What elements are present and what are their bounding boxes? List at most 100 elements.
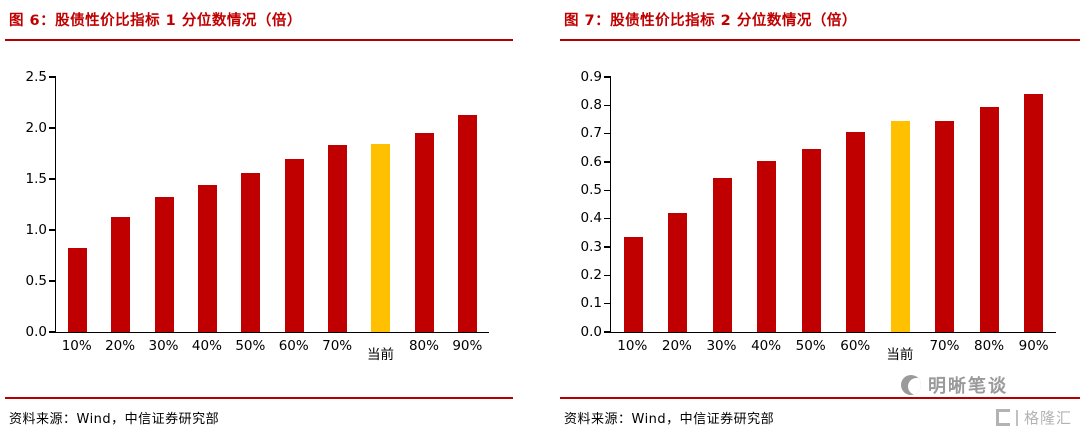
bar — [668, 213, 688, 332]
x-axis-label: 80% — [974, 338, 1005, 354]
bar-column — [1012, 77, 1057, 332]
x-axis-label: 40% — [751, 338, 782, 354]
y-axis: 0.0 0.1 0.2 0.3 0.4 0.5 0.6 0.7 0.8 0.9 — [566, 70, 610, 338]
bar — [198, 185, 218, 332]
panel-footer: 资料来源：Wind，中信证券研究部 — [560, 397, 1080, 440]
y-tick-label: 0.8 — [580, 96, 602, 113]
y-tick-label: 0.5 — [25, 272, 47, 289]
footer-divider — [5, 397, 513, 399]
y-tick-mark — [604, 217, 611, 220]
y-tick-mark — [604, 104, 611, 107]
bar — [801, 149, 821, 332]
watermark: 明晰笔谈 格隆汇 — [901, 372, 1072, 428]
x-axis-labels: 10% 20% 30% 40% 50% 60% 70% 当前 80% 90% — [55, 338, 489, 363]
bar-column — [878, 77, 923, 332]
y-tick-mark — [49, 127, 56, 129]
y-tick-mark — [604, 331, 611, 333]
y-tick-mark — [604, 274, 611, 277]
bar-column — [611, 77, 656, 332]
gelonghui-logo: 格隆汇 — [901, 407, 1072, 428]
bar — [327, 145, 347, 332]
title-divider — [560, 39, 1080, 41]
x-axis-label: 当前 — [367, 347, 395, 363]
bar-column — [834, 77, 879, 332]
y-tick-mark — [49, 280, 56, 282]
bar-column — [446, 77, 489, 332]
chart-panel-figure-6: 图 6：股债性价比指标 1 分位数情况（倍） 0.0 0.5 1.0 1.5 2.0 2.… — [5, 0, 513, 440]
bar-column — [272, 77, 315, 332]
bar-column — [789, 77, 834, 332]
y-tick-label: 0.0 — [580, 323, 602, 340]
x-axis-label: 50% — [235, 338, 266, 354]
bar — [414, 133, 434, 332]
bar-column — [99, 77, 142, 332]
x-axis-label: 60% — [840, 338, 871, 354]
y-tick-label: 0.9 — [580, 68, 602, 85]
bar-column — [359, 77, 402, 332]
gelonghui-logo-text: 格隆汇 — [1023, 409, 1072, 427]
y-tick-label: 0.3 — [580, 238, 602, 255]
y-tick-mark — [49, 76, 56, 78]
panel-footer: 资料来源：Wind，中信证券研究部 — [5, 397, 513, 440]
plot-area — [604, 76, 1057, 333]
bar — [154, 197, 174, 332]
y-tick-label: 0.0 — [25, 323, 47, 340]
x-axis-label: 30% — [148, 338, 179, 354]
bar — [68, 248, 88, 332]
bar-column — [229, 77, 272, 332]
y-tick-label: 0.5 — [580, 181, 602, 198]
bar — [935, 120, 955, 332]
watermark-name: 明晰笔谈 — [928, 376, 1008, 397]
x-axis-label: 40% — [191, 338, 222, 354]
x-axis-label: 70% — [322, 338, 353, 354]
x-axis-label: 80% — [408, 338, 439, 354]
chart-title: 图 6：股债性价比指标 1 分位数情况（倍） — [9, 13, 302, 29]
bar — [979, 106, 999, 332]
x-axis-labels: 10% 20% 30% 40% 50% 60% 当前 70% 80% 90% — [610, 338, 1056, 363]
x-axis-label: 10% — [617, 338, 648, 354]
plot-area — [49, 76, 489, 333]
source-note: 资料来源：Wind，中信证券研究部 — [564, 412, 775, 427]
y-tick-mark — [604, 76, 611, 78]
bar-column — [143, 77, 186, 332]
plot-column: 10% 20% 30% 40% 50% 60% 70% 当前 80% 90% — [49, 76, 489, 363]
y-tick-mark — [49, 229, 56, 231]
bar — [457, 114, 477, 332]
x-axis-label: 90% — [1018, 338, 1049, 354]
y-tick-label: 2.0 — [25, 119, 47, 136]
bar — [284, 158, 304, 332]
bar — [111, 216, 131, 332]
y-tick-label: 0.6 — [580, 153, 602, 170]
footer-divider — [560, 397, 1080, 399]
y-tick-label: 0.1 — [580, 294, 602, 311]
y-tick-mark — [604, 161, 611, 163]
source-note: 资料来源：Wind，中信证券研究部 — [9, 412, 220, 427]
bar-column — [656, 77, 701, 332]
y-tick-mark — [604, 246, 611, 248]
bar-chart: 0.0 0.1 0.2 0.3 0.4 0.5 0.6 0.7 0.8 0.9 10% 20% 30%… — [566, 70, 1057, 363]
bar-column — [745, 77, 790, 332]
chart-title: 图 7：股债性价比指标 2 分位数情况（倍） — [564, 13, 857, 29]
bar-column — [56, 77, 99, 332]
y-tick-mark — [49, 331, 56, 333]
y-tick-label: 0.7 — [580, 124, 602, 141]
title-divider — [5, 39, 513, 41]
bar-current — [890, 120, 910, 332]
bar-column — [402, 77, 445, 332]
bar-column — [967, 77, 1012, 332]
x-axis-label: 60% — [278, 338, 309, 354]
y-axis: 0.0 0.5 1.0 1.5 2.0 2.5 — [11, 70, 55, 338]
mingxi-bitan-watermark: 明晰笔谈 — [901, 372, 1008, 398]
bar — [623, 237, 643, 332]
chart-panel-figure-7: 图 7：股债性价比指标 2 分位数情况（倍） 0.0 0.1 0.2 0.3 0.4 0.… — [560, 0, 1080, 440]
y-tick-mark — [604, 302, 611, 305]
y-tick-label: 1.5 — [25, 170, 47, 187]
plot-column: 10% 20% 30% 40% 50% 60% 当前 70% 80% 90% — [604, 76, 1057, 363]
x-axis-label: 90% — [452, 338, 483, 354]
y-tick-label: 0.4 — [580, 209, 602, 226]
bar-column — [316, 77, 359, 332]
x-axis-label: 10% — [61, 338, 92, 354]
bar-column — [700, 77, 745, 332]
x-axis-label: 20% — [661, 338, 692, 354]
